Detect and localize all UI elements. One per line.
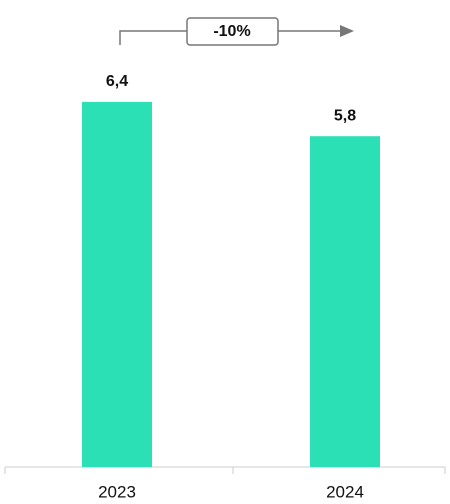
bar [310,136,380,467]
annotation-arrow-head [340,25,354,37]
value-label: 5,8 [334,107,356,124]
value-label: 6,4 [106,73,128,90]
x-tick-label: 2023 [98,482,136,501]
annotation-bracket [119,30,187,45]
x-axis [4,466,446,474]
annotation-text: -10% [213,23,250,40]
bar [82,102,152,467]
x-tick-label: 2024 [326,482,364,501]
change-annotation: -10% [119,17,354,46]
